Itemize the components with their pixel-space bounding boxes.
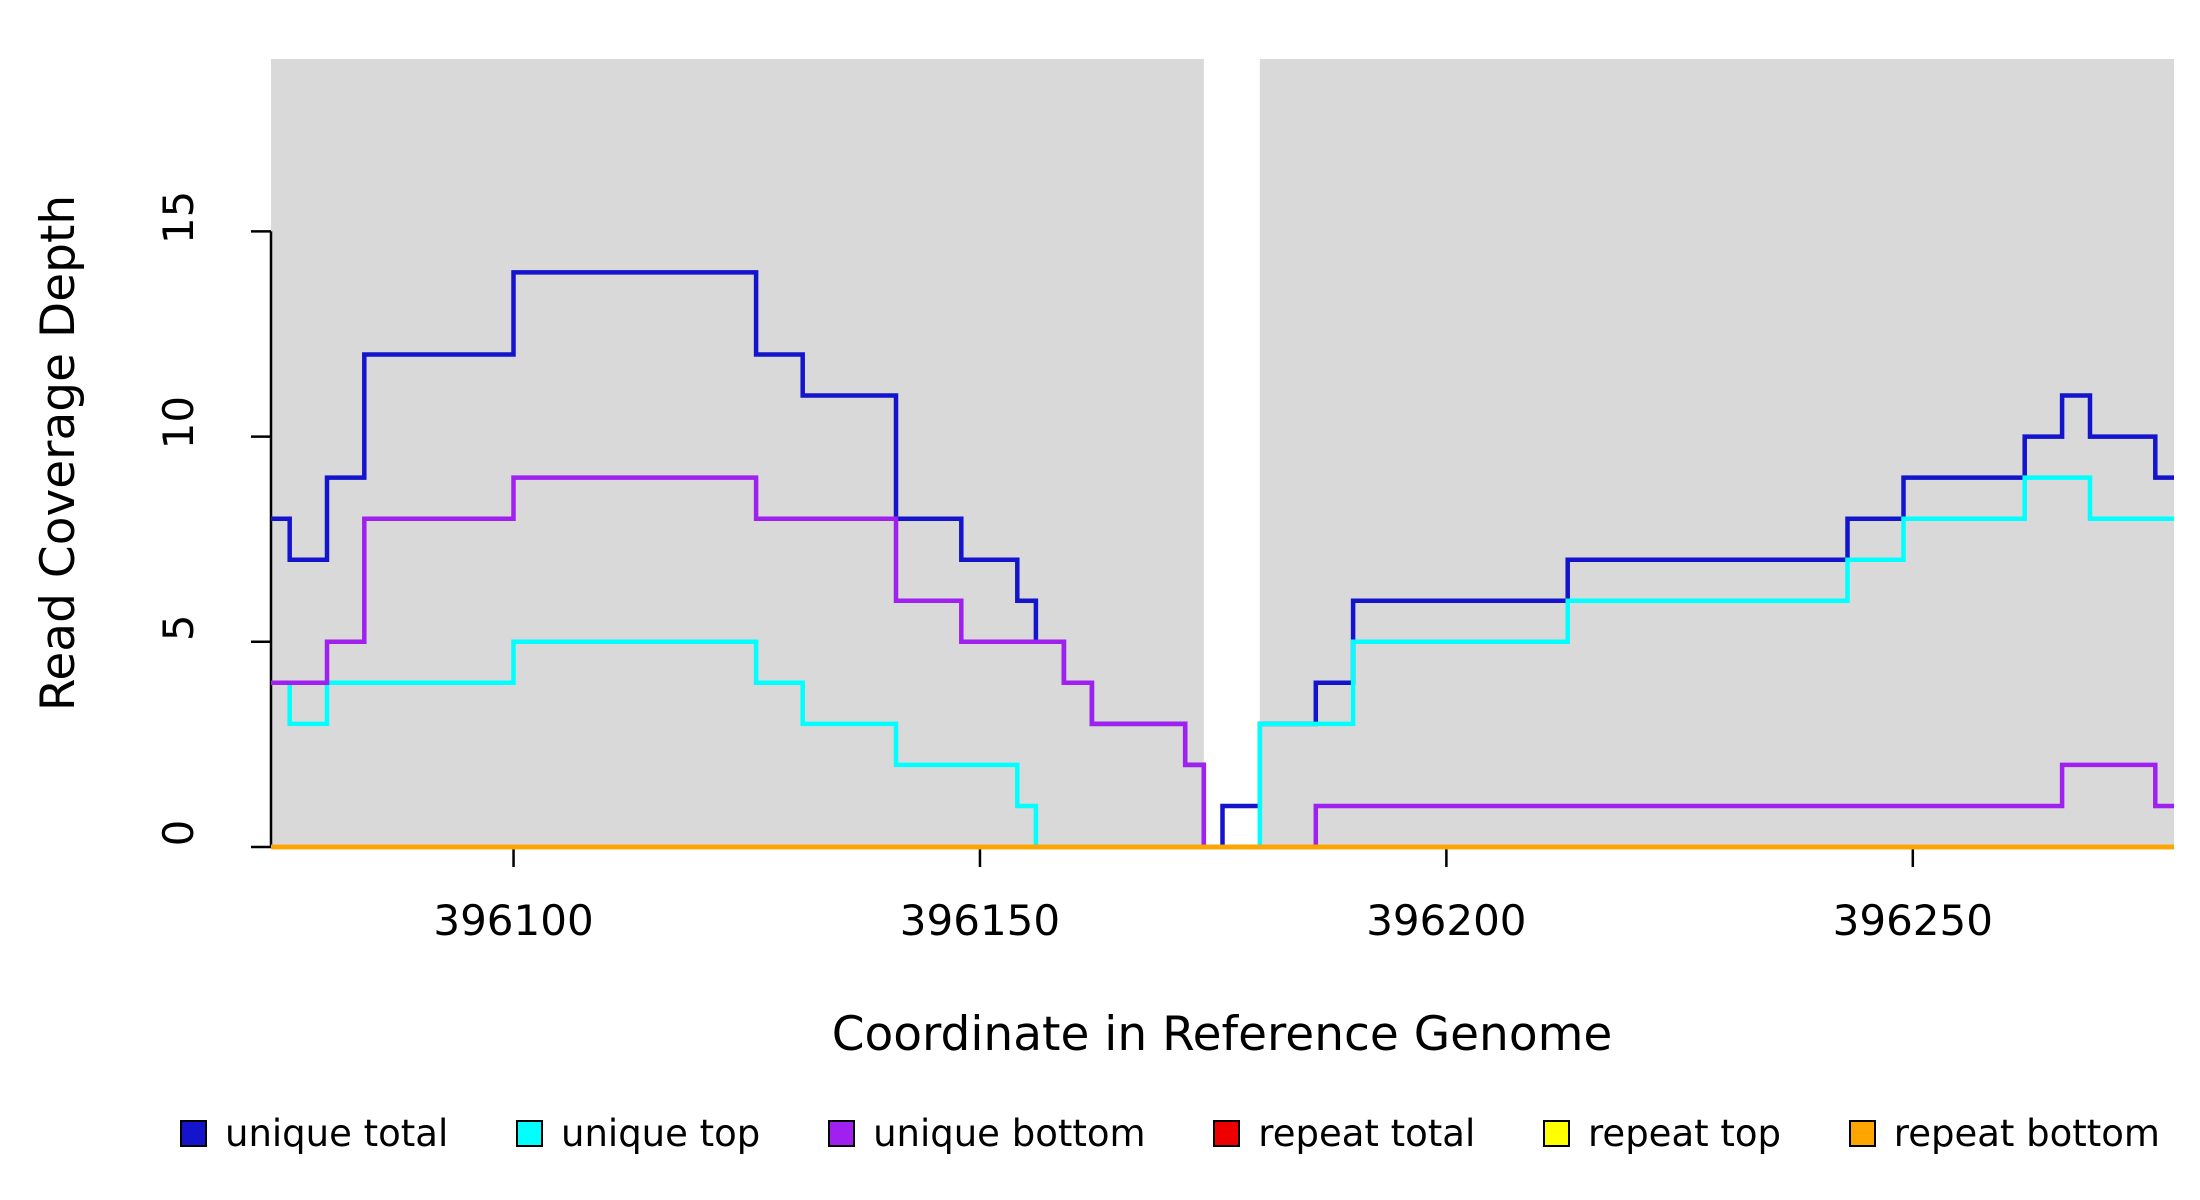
legend-swatch-unique-top bbox=[516, 1120, 544, 1147]
legend-swatch-repeat-bottom bbox=[1848, 1120, 1876, 1147]
legend-label: unique total bbox=[225, 1112, 449, 1155]
legend-label: repeat bottom bbox=[1893, 1112, 2160, 1155]
series-line-unique-top bbox=[271, 475, 2174, 850]
legend-item-repeat-bottom: repeat bottom bbox=[1848, 1112, 2160, 1155]
x-tick-label: 396150 bbox=[900, 896, 1060, 945]
y-tick-label: 10 bbox=[154, 396, 203, 449]
y-tick-label: 5 bbox=[154, 614, 203, 641]
shaded-region bbox=[1259, 59, 2174, 847]
legend-label: repeat total bbox=[1258, 1112, 1476, 1155]
legend-label: repeat top bbox=[1588, 1112, 1782, 1155]
series-line-unique-bottom bbox=[271, 475, 2174, 850]
legend-item-repeat-total: repeat total bbox=[1213, 1112, 1475, 1155]
legend-swatch-repeat-total bbox=[1213, 1120, 1241, 1147]
legend-item-repeat-top: repeat top bbox=[1543, 1112, 1781, 1155]
legend-swatch-repeat-top bbox=[1543, 1120, 1571, 1147]
legend-item-unique-top: unique top bbox=[516, 1112, 760, 1155]
legend-swatch-unique-total bbox=[180, 1120, 207, 1147]
x-tick-label: 396250 bbox=[1833, 896, 1993, 945]
plot-generated-layer: 396100 396150 396200 396250 0 5 10 15 bbox=[154, 59, 2174, 945]
shaded-region bbox=[271, 59, 1204, 847]
y-axis-title: Read Coverage Depth bbox=[31, 195, 86, 711]
legend-swatch-unique-bottom bbox=[828, 1120, 856, 1147]
x-axis-title: Coordinate in Reference Genome bbox=[832, 1007, 1613, 1062]
legend-item-unique-total: unique total bbox=[180, 1112, 448, 1155]
x-tick-label: 396200 bbox=[1366, 896, 1526, 945]
y-tick-label: 15 bbox=[154, 191, 203, 244]
legend-label: unique bottom bbox=[873, 1112, 1146, 1155]
legend-item-unique-bottom: unique bottom bbox=[828, 1112, 1146, 1155]
legend: unique total unique top unique bottom repea… bbox=[180, 1112, 2160, 1155]
y-tick-label: 0 bbox=[154, 820, 203, 847]
legend-label: unique top bbox=[561, 1112, 761, 1155]
x-tick-label: 396100 bbox=[433, 896, 593, 945]
